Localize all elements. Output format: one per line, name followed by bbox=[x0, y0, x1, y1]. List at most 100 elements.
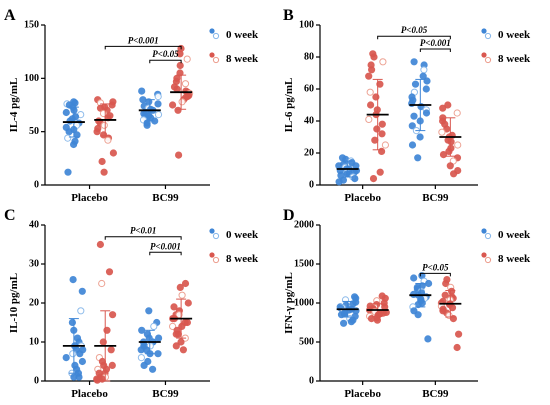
data-point bbox=[78, 357, 87, 366]
legend-label: 0 week bbox=[226, 29, 259, 41]
data-point bbox=[70, 373, 78, 381]
data-point bbox=[365, 115, 373, 124]
data-point bbox=[367, 101, 375, 109]
data-point bbox=[379, 58, 387, 66]
data-point bbox=[62, 354, 70, 362]
data-point bbox=[100, 168, 108, 176]
y-axis-label: IFN-γ pg/mL bbox=[283, 272, 295, 334]
legend-item: 8 week bbox=[209, 252, 259, 265]
legend-label: 8 week bbox=[226, 253, 259, 265]
legend-marker bbox=[209, 52, 215, 58]
legend-item: 8 week bbox=[481, 52, 531, 65]
data-point bbox=[100, 121, 108, 129]
data-point bbox=[143, 121, 151, 129]
data-point bbox=[425, 279, 433, 288]
data-point bbox=[154, 111, 163, 119]
data-point bbox=[178, 98, 186, 106]
y-tick-label: 1500 bbox=[294, 259, 314, 270]
y-tick-label: 500 bbox=[299, 337, 314, 348]
y-tick-label: 60 bbox=[304, 84, 314, 95]
legend-marker bbox=[484, 32, 492, 40]
data-point bbox=[108, 101, 116, 109]
data-point bbox=[93, 376, 101, 384]
data-point bbox=[340, 319, 348, 327]
y-tick-label: 50 bbox=[29, 126, 39, 137]
legend-label: 0 week bbox=[498, 29, 531, 41]
legend-marker bbox=[481, 52, 487, 58]
legend-marker bbox=[484, 56, 492, 64]
significance-bracket bbox=[377, 35, 451, 40]
data-point bbox=[96, 240, 105, 249]
legend-item: 0 week bbox=[481, 228, 531, 241]
data-point bbox=[137, 354, 145, 362]
y-tick-label: 2000 bbox=[294, 220, 314, 231]
panel-letter: B bbox=[283, 7, 294, 24]
data-point bbox=[181, 279, 190, 288]
legend-marker bbox=[209, 28, 215, 34]
legend-label: 8 week bbox=[498, 253, 531, 265]
data-point bbox=[376, 80, 384, 88]
data-point bbox=[450, 170, 458, 178]
data-point bbox=[410, 274, 418, 282]
legend-label: 0 week bbox=[498, 229, 531, 241]
data-point bbox=[378, 147, 386, 155]
y-tick-label: 40 bbox=[304, 116, 314, 127]
legend-marker bbox=[484, 256, 492, 264]
data-point bbox=[420, 66, 428, 74]
data-point bbox=[381, 141, 389, 149]
y-tick-label: 80 bbox=[304, 52, 314, 63]
y-axis-label: IL-10 pg/mL bbox=[8, 273, 20, 333]
data-point bbox=[178, 291, 186, 299]
legend-marker bbox=[484, 232, 492, 240]
data-point bbox=[70, 140, 78, 149]
y-tick-label: 0 bbox=[34, 180, 39, 191]
y-tick-label: 0 bbox=[34, 376, 39, 387]
data-point bbox=[371, 136, 379, 144]
data-point bbox=[416, 133, 424, 141]
data-point bbox=[176, 61, 184, 70]
data-point bbox=[69, 350, 77, 358]
data-point bbox=[366, 88, 374, 96]
data-point bbox=[176, 283, 184, 291]
data-point bbox=[449, 315, 457, 323]
y-tick-label: 40 bbox=[29, 220, 39, 231]
data-point bbox=[373, 125, 381, 133]
data-point bbox=[410, 112, 418, 120]
y-tick-label: 0 bbox=[309, 376, 314, 387]
data-point bbox=[77, 307, 85, 315]
data-point bbox=[104, 136, 112, 144]
data-point bbox=[172, 342, 180, 350]
data-point bbox=[439, 104, 447, 112]
data-point bbox=[154, 100, 162, 108]
data-point bbox=[155, 334, 163, 342]
y-tick-label: 100 bbox=[299, 20, 314, 31]
significance-bracket bbox=[419, 272, 451, 277]
significance-bracket bbox=[104, 45, 182, 50]
data-point bbox=[172, 330, 180, 338]
data-point bbox=[109, 149, 118, 157]
significance-bracket bbox=[149, 59, 182, 64]
data-point bbox=[335, 178, 343, 186]
legend-item: 0 week bbox=[209, 228, 259, 241]
data-point bbox=[69, 276, 77, 284]
data-point bbox=[138, 326, 146, 334]
data-point bbox=[422, 109, 431, 117]
significance-label: P<0.05 bbox=[152, 49, 179, 59]
data-point bbox=[183, 318, 191, 327]
data-point bbox=[173, 85, 181, 93]
y-tick-label: 20 bbox=[29, 298, 39, 309]
data-point bbox=[149, 365, 157, 373]
legend-marker bbox=[212, 56, 220, 64]
data-point bbox=[137, 346, 145, 354]
data-point bbox=[378, 120, 386, 128]
data-point bbox=[438, 128, 446, 136]
data-point bbox=[453, 343, 461, 352]
legend-marker bbox=[481, 228, 487, 234]
data-point bbox=[154, 92, 162, 101]
data-point bbox=[369, 175, 378, 183]
significance-label: P<0.05 bbox=[422, 262, 449, 272]
y-tick-label: 1000 bbox=[294, 298, 314, 309]
data-point bbox=[422, 85, 430, 93]
panel-a: A IL-4 pg/mL 0 50 100 150 Placebo BC99 P<0.001 P<… bbox=[4, 7, 259, 204]
